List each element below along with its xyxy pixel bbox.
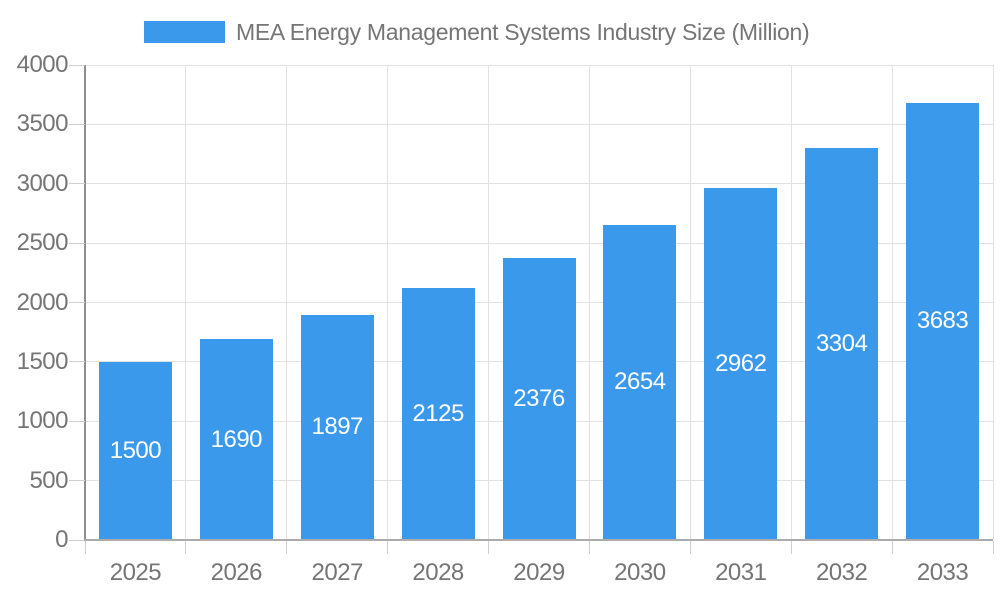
x-tick [790,541,792,554]
bar-value-label: 3683 [916,307,969,335]
h-gridline [85,123,993,125]
x-tick [387,541,389,554]
y-tick [69,123,85,125]
x-tick-label: 2033 [916,559,969,586]
x-tick [588,541,590,554]
h-gridline [85,64,993,66]
bar-value-label: 2125 [412,399,464,427]
bar-2031[interactable]: 2962 [704,188,778,540]
v-gridline [689,65,691,540]
x-tick-label: 2025 [109,559,162,586]
y-tick [69,480,85,482]
y-tick-label: 2500 [16,229,69,257]
v-gridline [286,65,288,540]
x-tick [286,541,288,554]
bar-2032[interactable]: 3304 [805,147,879,540]
x-tick-label: 2032 [815,559,868,586]
bar-2028[interactable]: 2125 [401,287,475,540]
h-gridline [85,183,993,185]
y-tick-label: 1500 [16,347,69,375]
x-tick [185,541,187,554]
x-tick [992,541,994,554]
y-tick [69,539,85,541]
x-tick-label: 2029 [513,559,565,586]
y-tick-label: 3500 [16,110,69,138]
y-tick-label: 500 [29,466,68,494]
bar-value-label: 3304 [815,329,868,357]
bar-value-label: 1500 [109,436,162,464]
bar-2025[interactable]: 1500 [98,361,172,540]
v-gridline [891,65,893,540]
legend-label: MEA Energy Management Systems Industry S… [236,18,810,45]
y-tick-label: 0 [55,526,68,553]
plot-area: 1500 1690 1897 2125 2376 2654 2962 3304 3683 [84,64,994,541]
x-tick-label: 2026 [210,559,263,586]
y-tick [69,183,85,185]
y-tick-label: 3000 [16,169,69,197]
legend[interactable]: MEA Energy Management Systems Industry S… [144,18,810,45]
bar-value-label: 2962 [715,350,767,378]
v-gridline [185,65,187,540]
y-tick [69,420,85,422]
bar-2026[interactable]: 1690 [199,339,273,540]
y-tick-label: 1000 [16,407,69,435]
v-gridline [387,65,389,540]
x-tick [84,541,86,554]
x-axis-line [84,539,993,541]
y-tick [69,64,85,66]
v-gridline [588,65,590,540]
x-tick-label: 2031 [715,559,767,586]
x-tick-label: 2030 [614,559,666,586]
bar-2030[interactable]: 2654 [603,224,677,540]
bar-value-label: 2376 [513,384,565,412]
x-tick-label: 2027 [311,559,364,586]
bar-2027[interactable]: 1897 [300,314,374,540]
v-gridline [488,65,490,540]
legend-swatch [144,21,225,43]
bar-value-label: 2654 [614,368,666,396]
x-tick-label: 2028 [412,559,464,586]
x-tick [891,541,893,554]
x-tick [488,541,490,554]
y-tick-label: 4000 [16,51,69,78]
y-tick-label: 2000 [16,288,69,316]
v-gridline [790,65,792,540]
v-gridline [992,65,994,540]
y-axis-line [84,65,86,540]
x-tick [689,541,691,554]
y-tick [69,361,85,363]
bar-2029[interactable]: 2376 [502,257,576,540]
bar-2033[interactable]: 3683 [906,102,980,540]
y-tick [69,302,85,303]
bar-value-label: 1897 [311,413,364,441]
y-tick [69,242,85,244]
h-gridline [85,242,993,244]
bar-value-label: 1690 [210,425,263,453]
